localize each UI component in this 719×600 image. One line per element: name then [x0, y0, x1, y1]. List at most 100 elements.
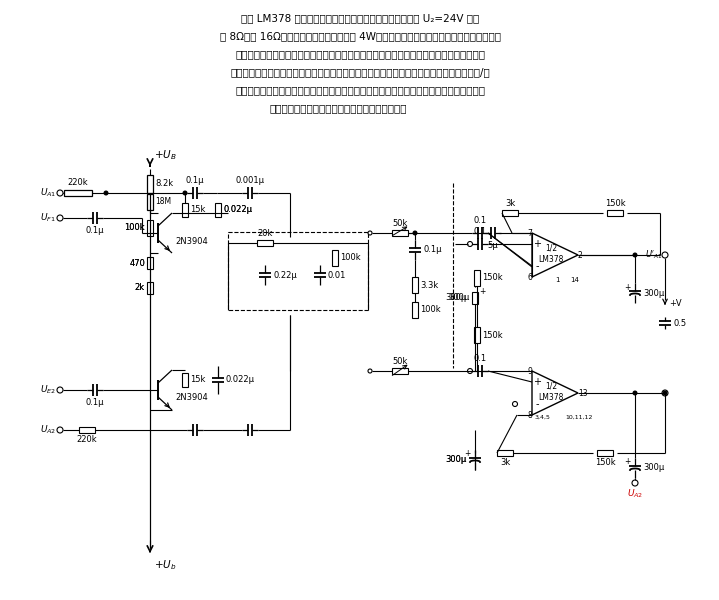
Text: 0.1μ: 0.1μ [423, 245, 441, 254]
Text: 0.1: 0.1 [473, 216, 487, 225]
Text: -: - [535, 261, 539, 271]
Text: 15k: 15k [190, 205, 206, 214]
Text: 470: 470 [129, 259, 145, 268]
Circle shape [413, 231, 417, 235]
Bar [392, 230, 408, 236]
Bar [215, 203, 221, 217]
Bar [607, 210, 623, 216]
Text: 0.01: 0.01 [328, 271, 347, 280]
Text: 300μ: 300μ [449, 293, 470, 302]
Text: 0.1μ: 0.1μ [86, 398, 104, 407]
Text: $U_{A1}$: $U_{A1}$ [40, 187, 56, 199]
Text: 7: 7 [527, 229, 532, 238]
Text: +: + [624, 457, 630, 467]
Text: 220k: 220k [68, 178, 88, 187]
Text: 100k: 100k [420, 305, 441, 314]
Text: 0.022μ: 0.022μ [223, 205, 252, 214]
Text: 100k: 100k [124, 223, 145, 232]
Text: 3k: 3k [505, 199, 515, 208]
Text: +: + [533, 239, 541, 249]
Text: 载 8Ω（或 16Ω）时，每条声道可输出功率 4W。电路内部设有电流限幅和热切断等过载保护: 载 8Ω（或 16Ω）时，每条声道可输出功率 4W。电路内部设有电流限幅和热切断… [219, 31, 500, 41]
Bar [147, 175, 153, 193]
Text: LM378: LM378 [539, 394, 564, 403]
Text: $+U_B$: $+U_B$ [154, 148, 177, 162]
Text: 制从高、低音控制得到的提升和截止的最大程度。: 制从高、低音控制得到的提升和截止的最大程度。 [270, 103, 408, 113]
Text: 470: 470 [129, 259, 145, 268]
Text: +V: +V [669, 298, 682, 307]
Text: 6: 6 [527, 272, 532, 281]
Text: 电路，还设有稳压电源，使其中点偏置电压自动可调。此外，还具有纹波抑制比高、声道分: 电路，还设有稳压电源，使其中点偏置电压自动可调。此外，还具有纹波抑制比高、声道分 [235, 49, 485, 59]
Bar [147, 194, 153, 210]
Text: 14: 14 [570, 277, 579, 283]
Text: +: + [464, 449, 470, 458]
Bar [182, 203, 188, 217]
Text: 0.022μ: 0.022μ [223, 205, 252, 214]
Text: -: - [535, 399, 539, 409]
Text: 300μ: 300μ [643, 463, 664, 473]
Circle shape [183, 191, 187, 195]
Text: 0.5: 0.5 [673, 319, 686, 328]
Text: 20k: 20k [257, 229, 273, 238]
Text: $+U_b$: $+U_b$ [154, 558, 177, 572]
Text: 150k: 150k [482, 274, 503, 283]
Text: 2N3904: 2N3904 [175, 236, 208, 245]
Text: 幅立体声收音机中作音频功率放大器。该电路输入端接有独立作用的高、低音控制器，以限: 幅立体声收音机中作音频功率放大器。该电路输入端接有独立作用的高、低音控制器，以限 [235, 85, 485, 95]
Text: 15k: 15k [190, 376, 206, 385]
Text: 0.1μ: 0.1μ [86, 226, 104, 235]
Text: 2: 2 [578, 251, 583, 259]
Text: 100k: 100k [124, 223, 145, 232]
Text: 0.022μ: 0.022μ [226, 376, 255, 385]
Text: 300μ: 300μ [643, 289, 664, 298]
Text: $U_{A2}$: $U_{A2}$ [40, 424, 56, 436]
Text: 离特性好、输入阻抗高及外接元件少等优点。特别适合于立体声唱机、立体声收录机、调频/调: 离特性好、输入阻抗高及外接元件少等优点。特别适合于立体声唱机、立体声收录机、调频… [230, 67, 490, 77]
Text: 1/2: 1/2 [545, 382, 557, 391]
Text: 2k: 2k [135, 283, 145, 292]
Bar [412, 302, 418, 318]
Bar [497, 450, 513, 456]
Text: 5μ: 5μ [487, 241, 498, 250]
Bar [472, 292, 478, 304]
Bar [147, 220, 153, 236]
Text: 300μ: 300μ [446, 293, 467, 302]
Text: +: + [533, 377, 541, 387]
Circle shape [633, 253, 637, 257]
Text: 0.22μ: 0.22μ [273, 271, 297, 280]
Bar [474, 327, 480, 343]
Text: 150k: 150k [482, 331, 503, 340]
Bar [228, 232, 368, 310]
Bar [79, 427, 95, 433]
Text: 采用 LM378 双运算放大器构成的双声道电路。在电源电压 U₂=24V 和负: 采用 LM378 双运算放大器构成的双声道电路。在电源电压 U₂=24V 和负 [241, 13, 479, 23]
Text: 1: 1 [556, 277, 560, 283]
Text: $U'_{A1}$: $U'_{A1}$ [645, 249, 663, 261]
Text: 50k: 50k [393, 357, 408, 366]
Text: 1/2: 1/2 [545, 244, 557, 253]
Text: $U_{A2}$: $U_{A2}$ [627, 488, 644, 500]
Text: $U_{F1}$: $U_{F1}$ [40, 212, 56, 224]
Text: $U_{E2}$: $U_{E2}$ [40, 384, 56, 396]
Text: 150k: 150k [605, 199, 626, 208]
Text: 13: 13 [578, 389, 587, 397]
Bar [147, 282, 153, 294]
Circle shape [104, 191, 108, 195]
Circle shape [663, 391, 667, 395]
Text: LM378: LM378 [539, 256, 564, 265]
Text: 3,4,5: 3,4,5 [534, 415, 550, 420]
Bar [257, 240, 273, 246]
Bar [412, 277, 418, 293]
Text: 2N3904: 2N3904 [175, 394, 208, 403]
Bar [597, 450, 613, 456]
Text: 18M: 18M [155, 197, 171, 206]
Text: 2k: 2k [135, 283, 145, 292]
Text: 3.3k: 3.3k [420, 280, 439, 289]
Bar [392, 368, 408, 374]
Bar [64, 190, 92, 196]
Circle shape [633, 391, 637, 395]
Text: 0.1: 0.1 [473, 227, 487, 236]
Text: 0.1μ: 0.1μ [186, 176, 204, 185]
Text: +: + [624, 283, 630, 292]
Text: 50k: 50k [393, 219, 408, 228]
Text: 8.2k: 8.2k [155, 179, 173, 188]
Bar [147, 257, 153, 269]
Bar [502, 210, 518, 216]
Text: 3k: 3k [500, 458, 510, 467]
